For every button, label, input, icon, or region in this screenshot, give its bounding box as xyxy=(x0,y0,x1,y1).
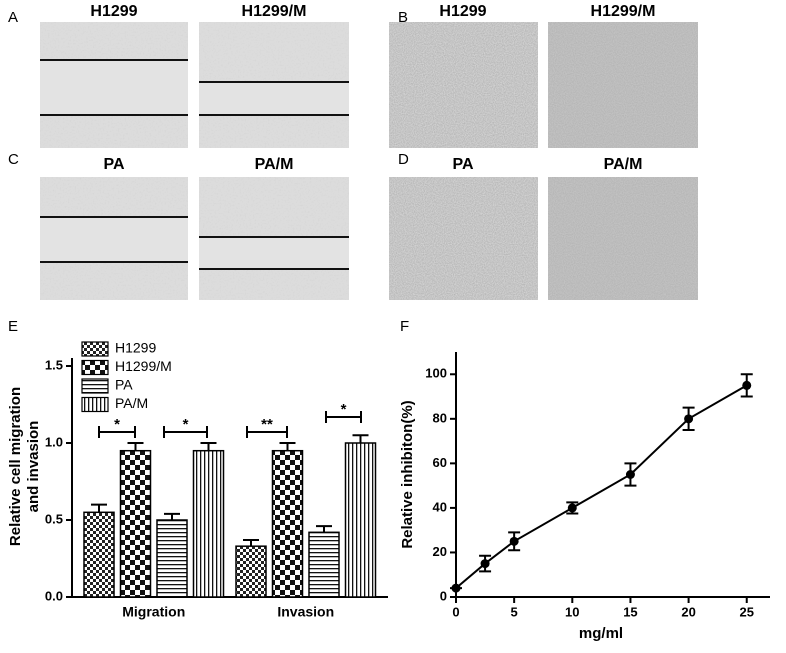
data-point xyxy=(509,536,519,546)
error-bar xyxy=(243,539,259,547)
legend-label: PA/M xyxy=(115,395,148,411)
image-title: PA/M xyxy=(255,156,294,173)
x-tick-label: 20 xyxy=(681,604,695,619)
data-point xyxy=(684,414,694,424)
y-tick-label: 80 xyxy=(433,410,447,425)
y-tick-label: 0 xyxy=(440,588,447,603)
x-tick-label: 15 xyxy=(623,604,637,619)
x-tick-label: Migration xyxy=(122,604,185,620)
panel-letter: F xyxy=(400,318,409,335)
significance-label: ** xyxy=(261,416,273,433)
image-title: PA xyxy=(452,156,473,173)
significance-bracket xyxy=(246,426,288,438)
error-bar xyxy=(200,442,217,451)
legend-swatch xyxy=(81,359,109,376)
error-bar xyxy=(91,503,107,513)
image-title: H1299 xyxy=(90,3,137,20)
y-tick-label: 20 xyxy=(433,544,447,559)
bar xyxy=(192,449,225,598)
significance-label: * xyxy=(114,416,120,433)
legend-swatch xyxy=(81,396,109,413)
data-line xyxy=(455,384,748,589)
data-point xyxy=(480,559,490,569)
significance-bracket xyxy=(163,426,208,438)
panel-letter: D xyxy=(398,151,409,168)
data-point xyxy=(451,583,461,593)
error-bar xyxy=(127,442,144,451)
legend-label: PA xyxy=(115,377,133,393)
micrographs xyxy=(40,22,698,300)
error-bar xyxy=(279,442,296,451)
x-tick-label: 0 xyxy=(452,604,459,619)
y-tick-label: 1.0 xyxy=(45,434,63,449)
significance-bracket xyxy=(325,411,362,423)
x-tick-label: 5 xyxy=(511,604,518,619)
panel-letter: C xyxy=(8,151,19,168)
y-axis-label: Relative cell migration xyxy=(7,387,24,546)
significance-label: * xyxy=(341,401,347,418)
image-title: PA/M xyxy=(604,156,643,173)
panel-letter: B xyxy=(398,9,408,26)
legend-swatch xyxy=(81,341,109,357)
legend-label: H1299 xyxy=(115,340,156,356)
y-axis-label: and invasion xyxy=(25,421,42,513)
bar xyxy=(156,519,188,598)
bar xyxy=(271,449,304,598)
panel-letter: A xyxy=(8,9,18,26)
y-tick-label: 0.5 xyxy=(45,511,63,526)
error-bar xyxy=(352,434,369,443)
error-bar xyxy=(164,512,180,520)
significance-label: * xyxy=(183,416,189,433)
legend-label: H1299/M xyxy=(115,358,172,374)
bar xyxy=(308,531,340,598)
bar xyxy=(83,511,115,598)
y-tick-label: 0.0 xyxy=(45,588,63,603)
legend-swatch xyxy=(81,378,109,394)
image-title: H1299/M xyxy=(591,3,656,20)
image-title: PA xyxy=(103,156,124,173)
data-point xyxy=(742,380,752,390)
y-tick-label: 1.5 xyxy=(45,357,63,372)
bar xyxy=(235,545,267,598)
image-title: H1299 xyxy=(439,3,486,20)
x-tick-label: Invasion xyxy=(277,604,334,620)
x-axis-label: mg/ml xyxy=(579,625,623,642)
x-tick-label: 25 xyxy=(740,604,754,619)
y-tick-label: 100 xyxy=(425,366,447,381)
significance-bracket xyxy=(98,426,136,438)
x-tick-label: 10 xyxy=(565,604,579,619)
error-bar xyxy=(316,525,332,533)
data-point xyxy=(567,503,577,513)
y-tick-label: 40 xyxy=(433,499,447,514)
bar xyxy=(119,449,152,598)
bar xyxy=(344,442,377,598)
y-axis-label: Relative inhibiton(%) xyxy=(399,400,416,548)
panel-letter: E xyxy=(8,318,18,335)
y-tick-label: 60 xyxy=(433,455,447,470)
data-point xyxy=(625,470,635,479)
image-title: H1299/M xyxy=(242,3,307,20)
